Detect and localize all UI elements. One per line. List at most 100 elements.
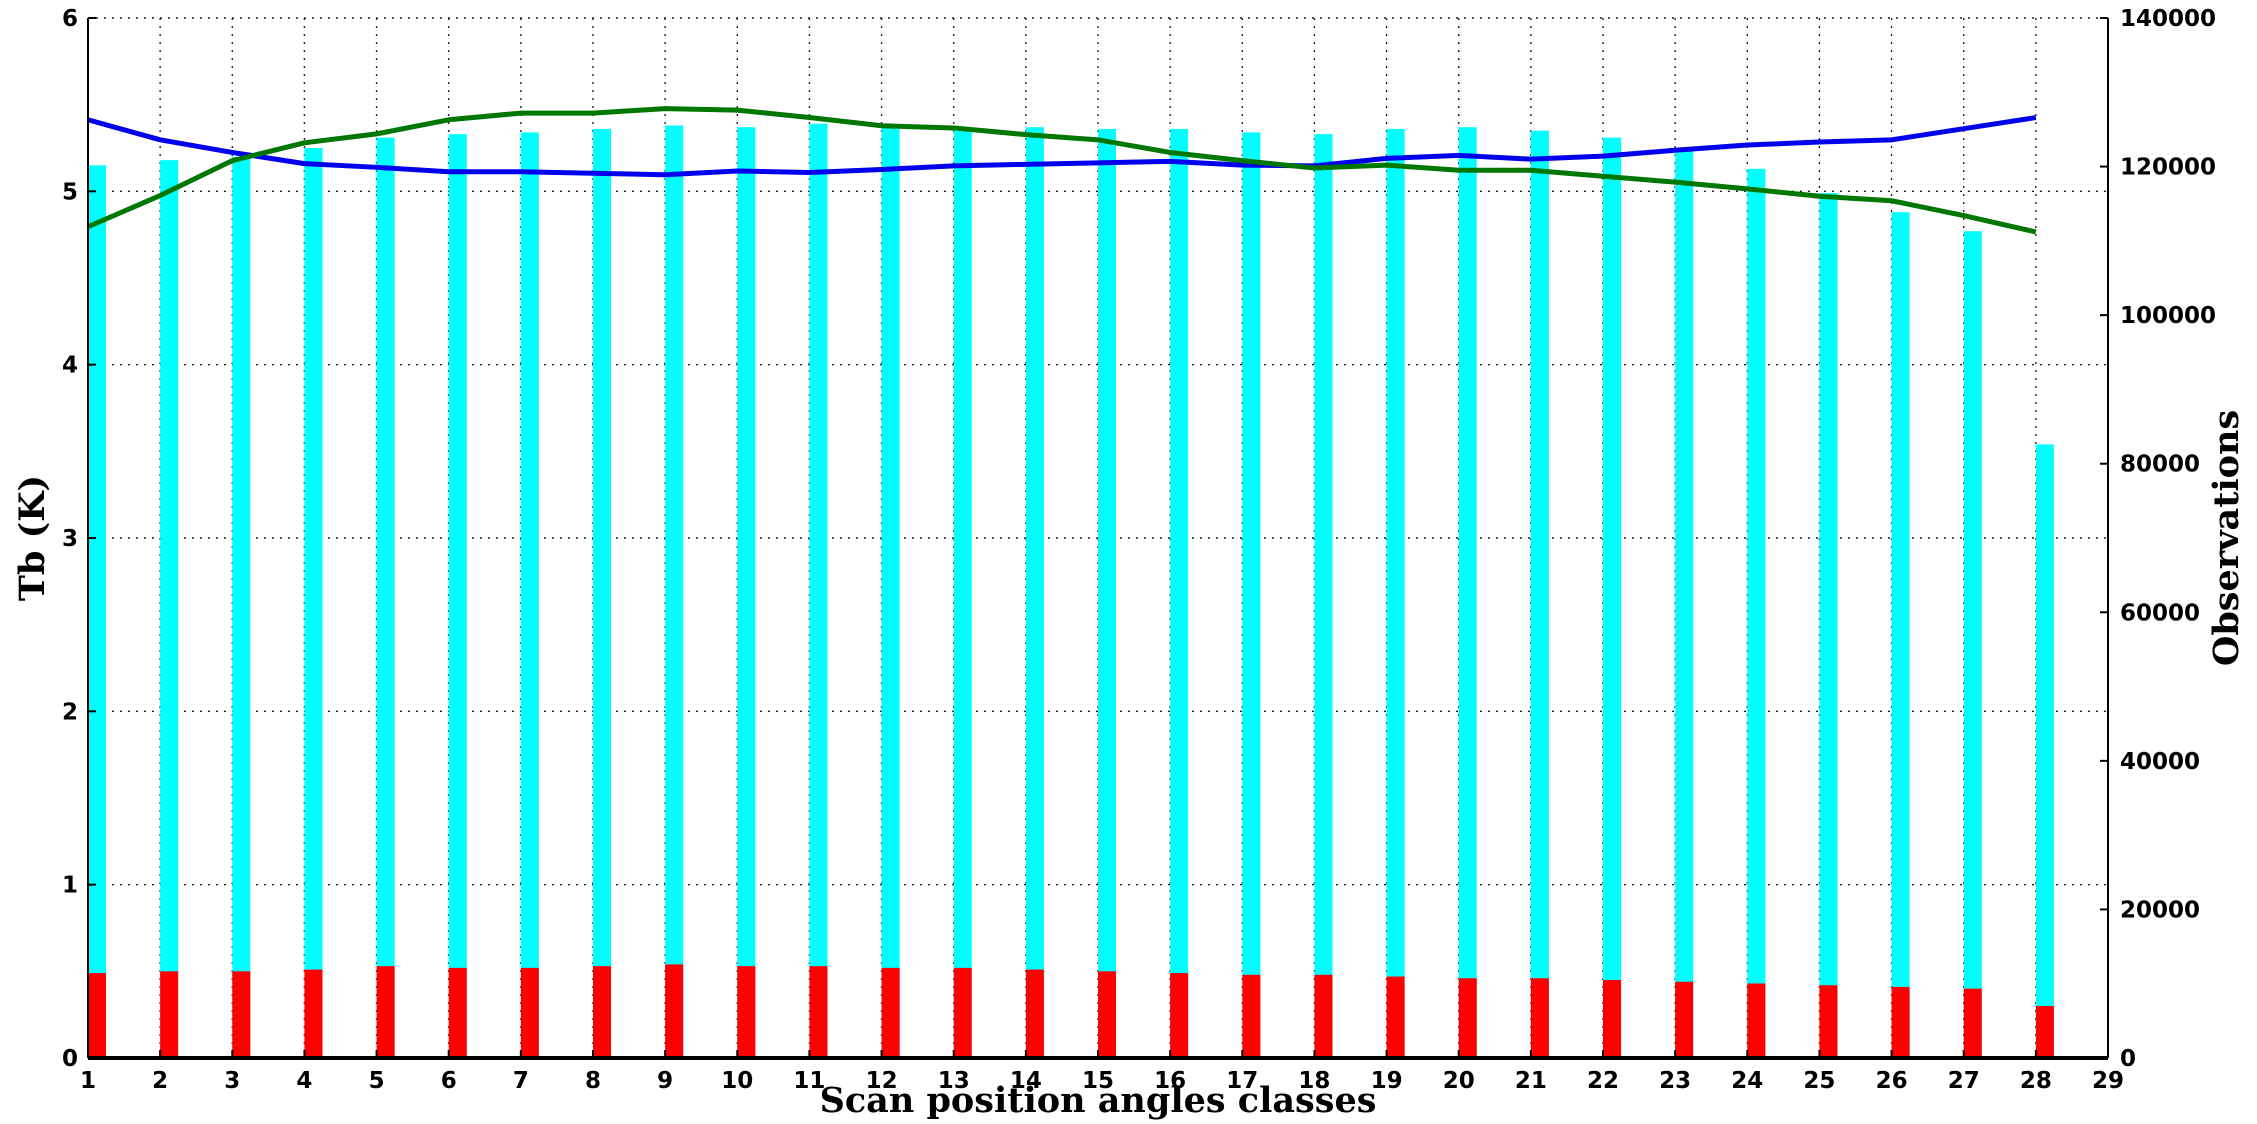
axes: [87, 17, 2109, 1060]
y2-tick-label: 60000: [2120, 600, 2200, 626]
bar-series-1-23: [1675, 981, 1694, 1058]
x-tick-label: 19: [1371, 1068, 1403, 1094]
bar-series-1-15: [1098, 971, 1117, 1058]
bar-series-1-2: [160, 971, 179, 1058]
x-tick-label: 6: [441, 1068, 457, 1094]
bar-series-0-8: [593, 128, 612, 1058]
bar-series-1-21: [1530, 978, 1549, 1058]
bar-series-0-26: [1891, 212, 1910, 1059]
y-tick-label: 0: [62, 1046, 78, 1072]
x-tick-label: 12: [866, 1068, 898, 1094]
x-tick-label: 18: [1298, 1068, 1330, 1094]
lines: [87, 106, 2037, 235]
x-tick-label: 22: [1587, 1068, 1619, 1094]
bar-series-1-19: [1386, 976, 1405, 1058]
bar-series-0-3: [232, 156, 251, 1058]
bar-series-1-8: [593, 966, 612, 1058]
bar-series-0-11: [809, 123, 828, 1058]
bar-series-1-20: [1458, 978, 1477, 1058]
y2-axis-title: Observations: [2206, 410, 2247, 666]
bar-series-1-25: [1819, 985, 1838, 1058]
x-tick-label: 25: [1803, 1068, 1835, 1094]
y-tick-label: 4: [62, 353, 78, 379]
bar-series-0-21: [1530, 130, 1549, 1058]
bars: [88, 123, 2054, 1059]
x-tick-label: 2: [152, 1068, 168, 1094]
bar-series-0-12: [881, 125, 900, 1058]
bar-series-0-25: [1819, 193, 1838, 1059]
bar-series-1-26: [1891, 986, 1910, 1058]
bar-series-1-3: [232, 971, 251, 1058]
y2-tick-label: 120000: [2120, 155, 2216, 181]
x-tick-label: 8: [585, 1068, 601, 1094]
bar-series-1-4: [304, 969, 323, 1058]
tick-labels: 1 2 3 4 5 6 7 8 9 10 11 12 13 14 15 16 17 18 19 20 21 22 23 24 2…: [62, 6, 2216, 1094]
y-tick-label: 6: [62, 6, 78, 32]
bar-series-1-17: [1242, 974, 1261, 1058]
bar-series-1-1: [88, 973, 107, 1058]
bar-series-1-11: [809, 966, 828, 1058]
bar-series-0-18: [1314, 134, 1333, 1059]
bar-series-1-13: [953, 967, 972, 1058]
bar-series-1-5: [376, 966, 395, 1058]
y-tick-label: 2: [62, 699, 78, 725]
x-tick-label: 27: [1948, 1068, 1980, 1094]
x-tick-label: 16: [1154, 1068, 1186, 1094]
bar-series-1-28: [2035, 1006, 2054, 1058]
bar-series-0-14: [1025, 127, 1044, 1058]
x-tick-label: 7: [513, 1068, 529, 1094]
x-tick-label: 20: [1443, 1068, 1475, 1094]
x-tick-label: 4: [296, 1068, 312, 1094]
y2-tick-label: 140000: [2120, 6, 2216, 32]
bar-series-1-24: [1747, 983, 1766, 1058]
bar-series-1-14: [1025, 969, 1044, 1058]
x-tick-label: 1: [80, 1068, 96, 1094]
x-tick-label: 9: [657, 1068, 673, 1094]
bar-series-0-22: [1603, 137, 1622, 1059]
x-tick-label: 21: [1515, 1068, 1547, 1094]
bar-series-0-19: [1386, 128, 1405, 1058]
bar-series-0-4: [304, 148, 323, 1058]
line-series-0: [87, 115, 2037, 178]
x-tick-label: 24: [1731, 1068, 1763, 1094]
x-tick-label: 29: [2092, 1068, 2124, 1094]
bar-series-0-27: [1963, 231, 1982, 1058]
bar-series-0-16: [1170, 128, 1189, 1058]
y2-tick-label: 100000: [2120, 303, 2216, 329]
y2-tick-label: 20000: [2120, 897, 2200, 923]
x-tick-label: 5: [369, 1068, 385, 1094]
y-tick-label: 5: [62, 179, 78, 205]
bar-series-0-13: [953, 127, 972, 1058]
bar-series-0-20: [1458, 127, 1477, 1058]
x-tick-label: 13: [938, 1068, 970, 1094]
bar-series-0-7: [520, 132, 539, 1058]
x-tick-label: 26: [1876, 1068, 1908, 1094]
bar-series-0-23: [1675, 149, 1694, 1058]
bar-series-0-15: [1098, 128, 1117, 1058]
y2-tick-label: 0: [2120, 1046, 2136, 1072]
x-tick-label: 15: [1082, 1068, 1114, 1094]
x-tick-label: 23: [1659, 1068, 1691, 1094]
bar-series-1-22: [1603, 980, 1622, 1058]
bar-series-1-10: [737, 966, 756, 1058]
x-tick-label: 3: [224, 1068, 240, 1094]
bar-series-0-6: [448, 134, 467, 1059]
y-tick-label: 1: [62, 873, 78, 899]
bar-series-0-17: [1242, 132, 1261, 1058]
bar-series-1-9: [665, 964, 684, 1058]
bar-series-1-18: [1314, 974, 1333, 1058]
bar-series-1-7: [520, 967, 539, 1058]
bar-series-0-1: [88, 165, 107, 1059]
bar-series-1-27: [1963, 988, 1982, 1058]
bar-series-0-2: [160, 160, 179, 1059]
bar-series-0-24: [1747, 168, 1766, 1059]
y-tick-label: 3: [62, 526, 78, 552]
x-tick-label: 11: [793, 1068, 825, 1094]
bar-series-1-16: [1170, 973, 1189, 1058]
bar-series-0-10: [737, 127, 756, 1058]
line-series-1: [87, 106, 2037, 235]
bar-series-0-9: [665, 125, 684, 1058]
bar-series-0-5: [376, 137, 395, 1059]
x-axis-title: Scan position angles classes: [820, 1080, 1377, 1121]
